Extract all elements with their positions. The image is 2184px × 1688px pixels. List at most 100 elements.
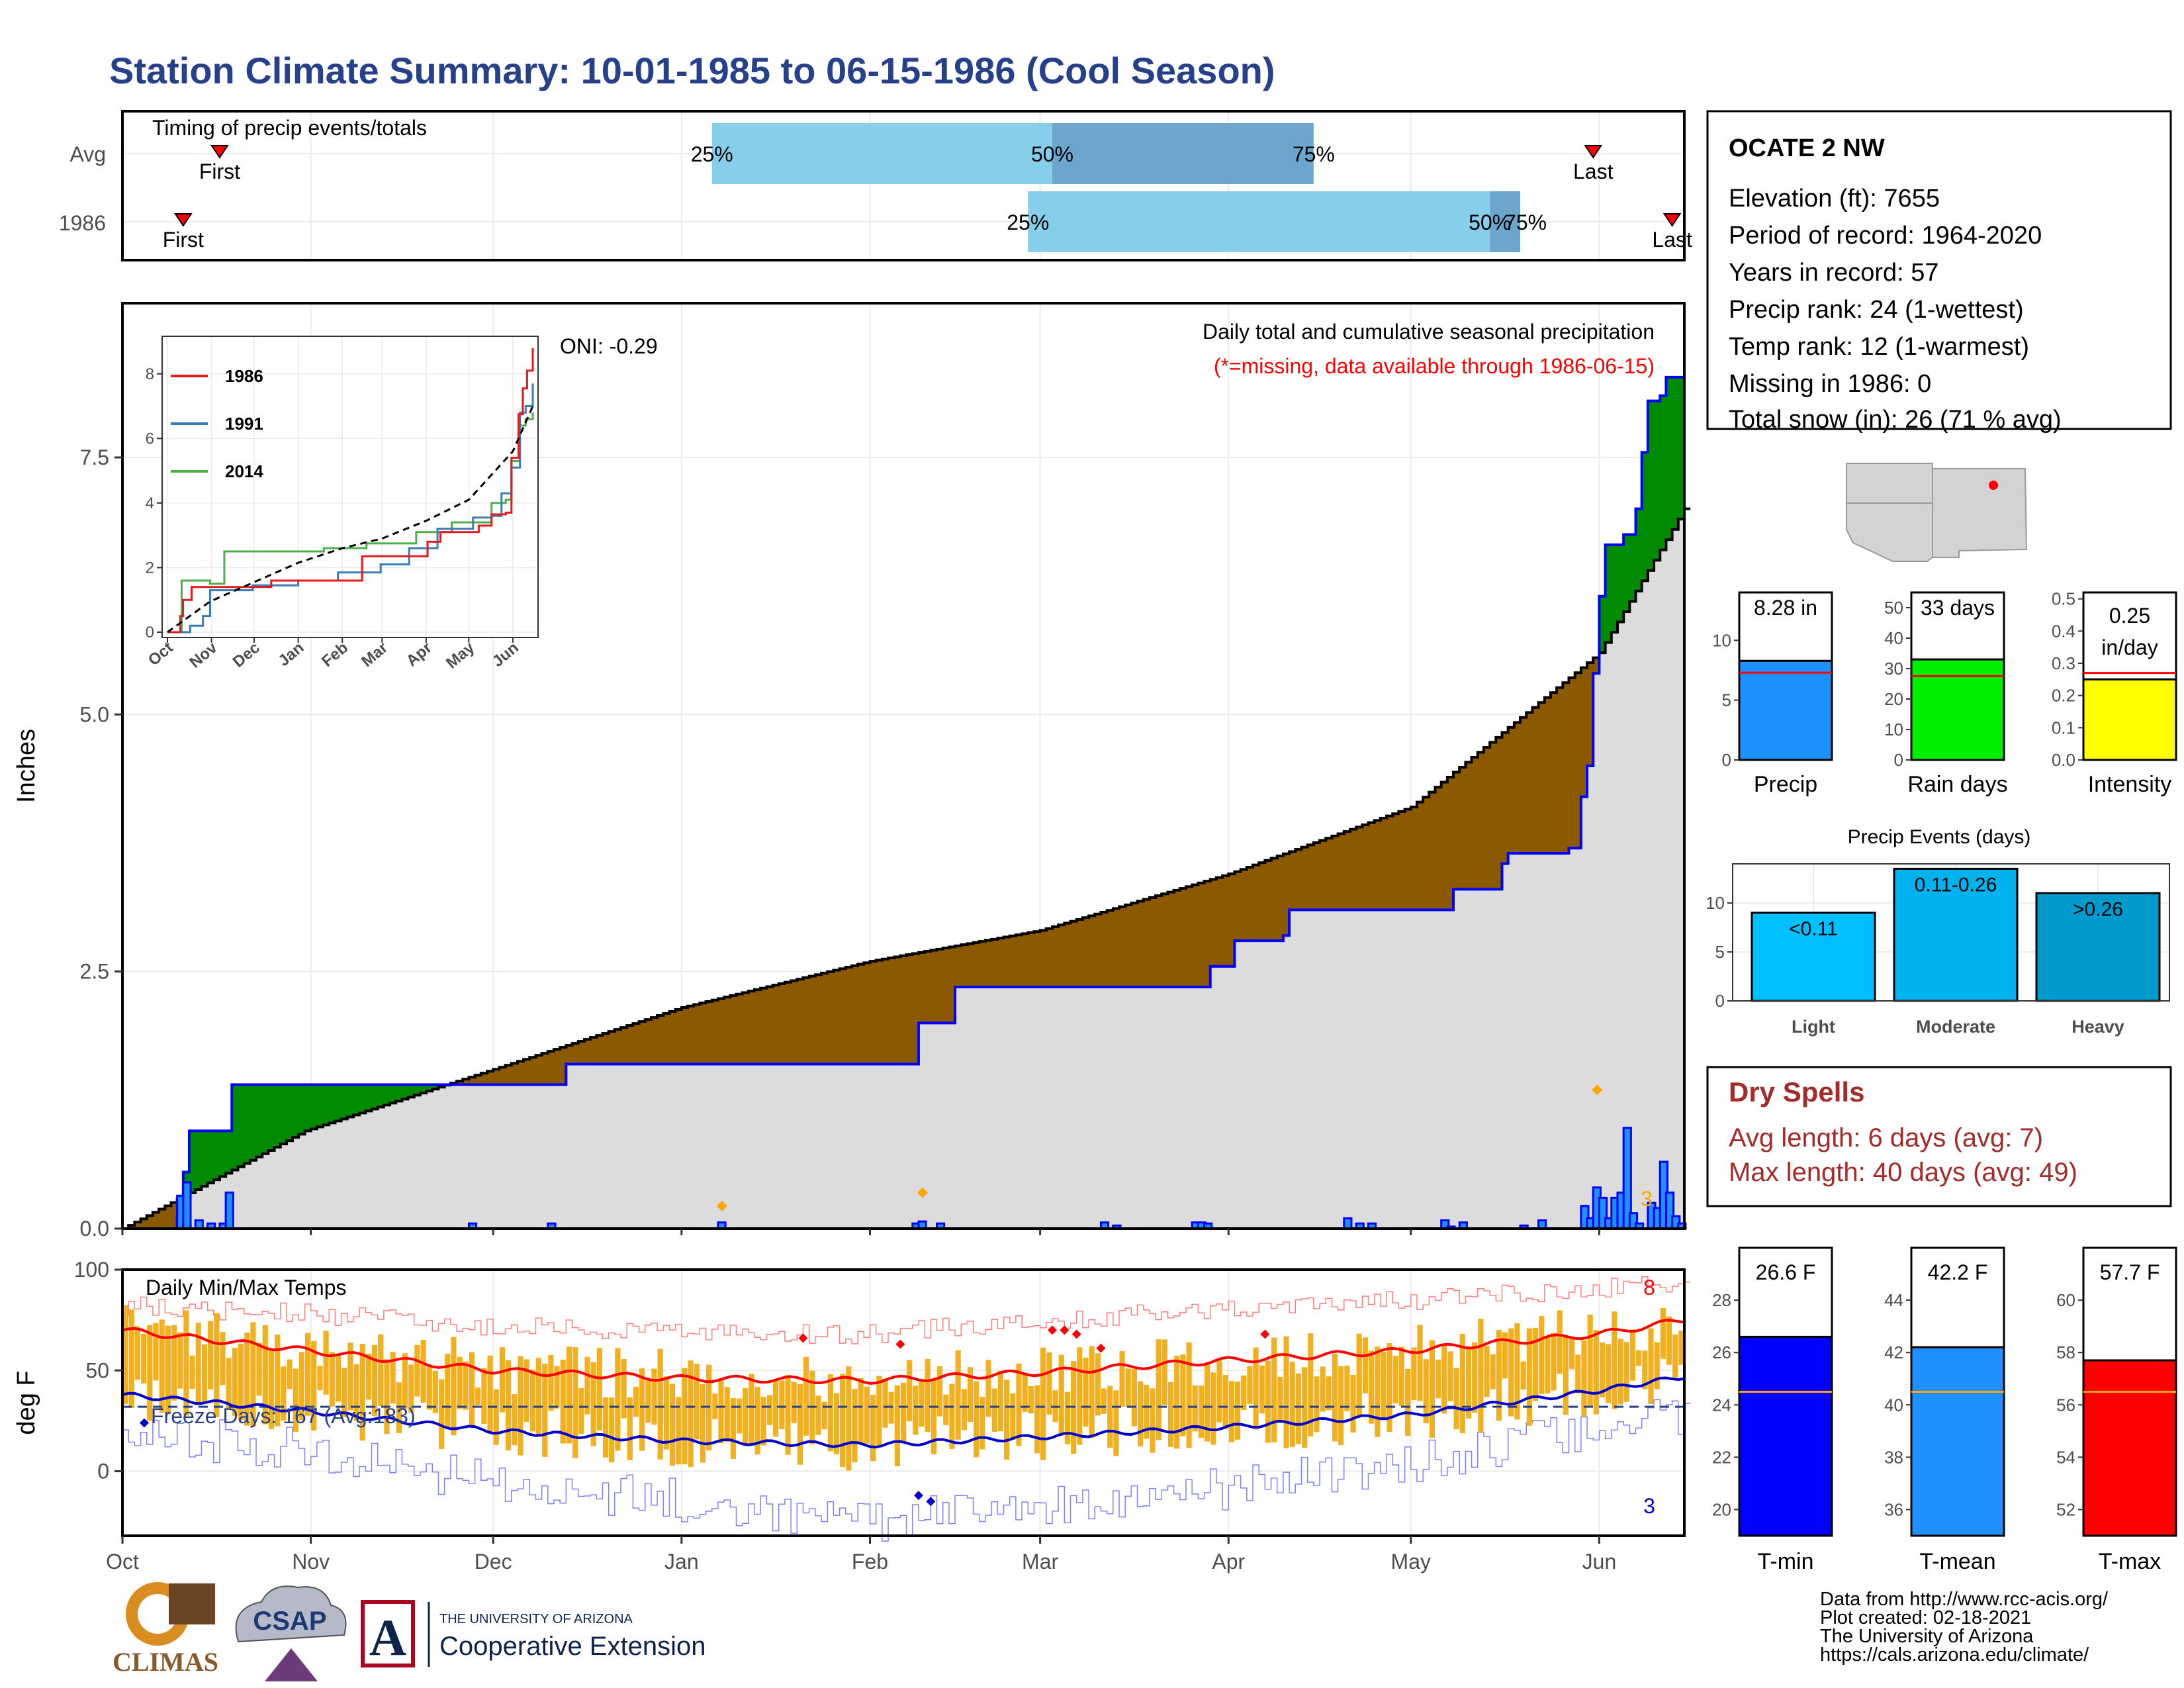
daily-temp-range-bar [876,1376,882,1446]
daily-temp-range-bar [743,1387,749,1446]
daily-temp-range-bar [1623,1342,1629,1402]
daily-temp-range-bar [1174,1356,1180,1449]
deficit-fill [1496,737,1503,890]
deficit-fill [979,941,986,987]
daily-temp-range-bar [663,1376,669,1450]
state-shapes [1846,463,2028,562]
surplus-fill [316,1084,324,1127]
deficit-fill [1563,682,1570,854]
summary-y-tick-label: 20 [1884,689,1903,709]
event-bar-heavy [2035,892,2161,1002]
cooperative-extension-name: Cooperative Extension [439,1632,705,1661]
deficit-fill [1447,777,1454,910]
record-high-marker [895,1339,905,1349]
events-title: Precip Events (days) [1848,826,2031,848]
deficit-fill [1459,767,1467,890]
daily-temp-range-bar [694,1364,700,1440]
month-x-tick-label: Apr [1212,1550,1245,1573]
first-event-marker [210,145,229,159]
daily-temp-range-bar [1606,1344,1612,1403]
daily-temp-range-bar [347,1342,353,1411]
timing-frame [121,110,1686,261]
deficit-fill [578,1041,585,1064]
surplus-fill [341,1084,348,1119]
daily-temp-range-bar [1083,1358,1089,1427]
deficit-fill [1101,912,1108,987]
daily-temp-range-bar [1514,1323,1520,1420]
daily-temp-range-bar [1326,1376,1332,1411]
deficit-fill [1058,925,1065,987]
daily-temp-range-bar [1678,1331,1684,1366]
events-y-tick-label: 0 [1715,991,1725,1011]
deficit-fill [1070,921,1077,987]
deficit-fill [134,1222,142,1229]
last-event-marker [1662,213,1682,227]
summary-bar-rain_days [1910,658,2005,761]
daily-temp-range-bar [542,1363,548,1457]
daily-temp-range-bar [724,1387,730,1442]
last-event-label: Last [1652,228,1692,252]
deficit-fill [627,1025,633,1064]
deficit-fill [760,988,767,1064]
deficit-fill [973,942,980,987]
daily-temp-range-bar [846,1366,852,1471]
surplus-fill [329,1084,336,1123]
first-event-marker [173,213,193,227]
temp-summary-bar [1738,1335,1833,1537]
event-bar-moderate [1893,867,2019,1002]
summary-value-unit: in/day [2101,635,2158,659]
events-y-tick-label: 5 [1715,942,1725,962]
last-event-label: Last [1573,160,1614,183]
deficit-fill [1228,874,1236,966]
daily-temp-range-bar [931,1379,937,1454]
deficit-fill [1040,930,1047,987]
deficit-fill [645,1019,652,1064]
surplus-fill [189,1131,196,1193]
summary-y-tick-label: 0.0 [2052,750,2075,770]
daily-temp-range-bar [797,1383,803,1465]
deficit-fill [1477,752,1484,890]
timing-bar-25-50 [1028,191,1490,252]
observed-cumulative-line [122,375,1684,1230]
deficit-fill [651,1017,658,1064]
deficit-fill [736,994,743,1064]
temp-frame [121,1268,1686,1537]
deficit-fill [1526,712,1533,854]
daily-temp-range-bar [1332,1354,1338,1442]
summary-label-box [1738,591,1833,662]
precip-frame [121,302,1686,1230]
daily-temp-range-bar [1587,1315,1593,1407]
daily-temp-range-bar [1441,1344,1447,1414]
surplus-fill [390,1084,396,1103]
deficit-fill [1362,825,1369,910]
temp-summary-label-box [1738,1246,1833,1338]
daily-temp-range-bar [214,1313,220,1417]
surplus-fill [359,1084,366,1113]
daily-temp-range-bar [506,1360,512,1451]
deficit-fill [1265,860,1272,941]
daily-temp-range-bar [1502,1332,1508,1379]
deficit-fill [1574,673,1582,849]
climas-logo-text: CLIMAS [113,1647,218,1677]
deficit-fill [985,940,992,987]
daily-temp-range-bar [1617,1338,1623,1405]
daily-temp-range-bar [858,1378,864,1445]
deficit-fill [1143,899,1150,987]
record-low-marker [926,1497,936,1507]
daily-temp-range-bar [609,1397,615,1463]
deficit-fill [1210,879,1217,966]
deficit-fill [663,1013,670,1064]
temp-summary-y-tick-label: 28 [1712,1290,1731,1310]
summary-value-label: 8.28 in [1754,596,1817,620]
inset-y-tick-label: 0 [146,624,154,641]
surplus-fill [402,1084,409,1100]
deficit-fill [517,1061,524,1085]
deficit-fill [639,1021,646,1064]
deficit-fill [1392,814,1400,910]
daily-temp-range-bar [1064,1391,1071,1444]
surplus-fill [371,1084,379,1109]
daily-temp-range-bar [1478,1319,1484,1432]
daily-temp-range-bar [1447,1351,1453,1401]
daily-temp-range-bar [1180,1354,1186,1436]
